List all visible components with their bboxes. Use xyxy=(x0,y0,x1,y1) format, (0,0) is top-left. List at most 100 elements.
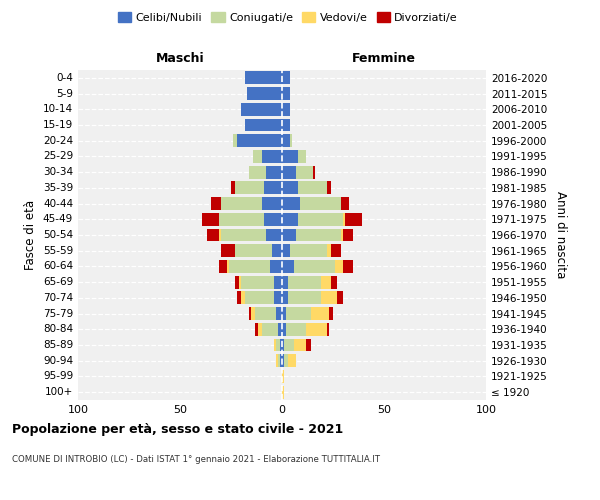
Bar xyxy=(262,197,282,210)
Bar xyxy=(343,260,353,273)
Bar xyxy=(221,228,266,241)
Bar xyxy=(282,166,296,178)
Bar xyxy=(276,354,278,367)
Bar xyxy=(245,72,282,85)
Bar xyxy=(282,292,288,304)
Bar xyxy=(282,103,290,116)
Bar xyxy=(286,323,307,336)
Bar xyxy=(284,354,288,367)
Bar xyxy=(253,150,262,163)
Bar xyxy=(250,307,251,320)
Bar xyxy=(288,354,296,367)
Text: Maschi: Maschi xyxy=(155,52,205,66)
Bar xyxy=(278,323,282,336)
Bar xyxy=(231,182,235,194)
Bar xyxy=(327,244,331,257)
Y-axis label: Fasce di età: Fasce di età xyxy=(25,200,37,270)
Bar xyxy=(282,244,290,257)
Bar xyxy=(256,307,276,320)
Bar xyxy=(278,354,280,367)
Text: COMUNE DI INTROBIO (LC) - Dati ISTAT 1° gennaio 2021 - Elaborazione TUTTITALIA.I: COMUNE DI INTROBIO (LC) - Dati ISTAT 1° … xyxy=(12,455,380,464)
Bar xyxy=(221,197,262,210)
Bar xyxy=(276,307,282,320)
Bar xyxy=(286,307,311,320)
Bar xyxy=(290,244,327,257)
Bar xyxy=(274,338,276,351)
Bar xyxy=(219,260,227,273)
Bar xyxy=(211,197,221,210)
Bar xyxy=(335,260,343,273)
Bar xyxy=(256,323,257,336)
Bar xyxy=(241,103,282,116)
Bar xyxy=(282,118,290,132)
Bar xyxy=(257,323,262,336)
Bar xyxy=(284,338,294,351)
Bar xyxy=(282,72,290,85)
Bar xyxy=(313,166,314,178)
Bar xyxy=(341,197,349,210)
Bar xyxy=(229,260,270,273)
Bar xyxy=(280,338,282,351)
Bar xyxy=(282,134,290,147)
Bar xyxy=(301,197,341,210)
Bar xyxy=(206,228,219,241)
Bar xyxy=(282,197,301,210)
Bar xyxy=(327,182,331,194)
Bar xyxy=(227,260,229,273)
Bar xyxy=(282,307,286,320)
Bar xyxy=(343,228,353,241)
Bar xyxy=(282,182,298,194)
Bar xyxy=(321,292,337,304)
Bar xyxy=(282,354,284,367)
Bar xyxy=(235,244,272,257)
Bar xyxy=(202,213,219,226)
Y-axis label: Anni di nascita: Anni di nascita xyxy=(554,192,567,278)
Bar xyxy=(266,166,282,178)
Bar xyxy=(262,323,278,336)
Bar xyxy=(337,292,343,304)
Bar xyxy=(239,276,241,288)
Bar xyxy=(235,276,239,288)
Bar xyxy=(282,276,288,288)
Bar xyxy=(274,276,282,288)
Bar xyxy=(282,260,294,273)
Bar xyxy=(329,307,333,320)
Bar xyxy=(263,182,282,194)
Bar xyxy=(237,292,241,304)
Bar xyxy=(343,213,345,226)
Bar xyxy=(294,338,307,351)
Bar xyxy=(251,307,256,320)
Bar xyxy=(262,150,282,163)
Bar xyxy=(294,260,335,273)
Bar xyxy=(280,354,282,367)
Bar xyxy=(245,118,282,132)
Bar xyxy=(298,150,307,163)
Bar xyxy=(321,276,331,288)
Bar xyxy=(270,260,282,273)
Bar xyxy=(266,228,282,241)
Bar xyxy=(282,323,286,336)
Bar xyxy=(245,292,274,304)
Bar xyxy=(250,166,266,178)
Bar xyxy=(331,276,337,288)
Bar xyxy=(272,244,282,257)
Bar xyxy=(241,292,245,304)
Bar xyxy=(296,166,313,178)
Bar xyxy=(241,276,274,288)
Bar xyxy=(282,213,298,226)
Bar xyxy=(282,370,284,383)
Bar xyxy=(282,150,298,163)
Bar xyxy=(282,338,284,351)
Bar xyxy=(282,386,284,398)
Bar xyxy=(290,134,292,147)
Bar xyxy=(331,244,341,257)
Bar xyxy=(235,182,263,194)
Bar xyxy=(298,213,343,226)
Bar xyxy=(219,228,221,241)
Bar xyxy=(341,228,343,241)
Bar xyxy=(288,276,321,288)
Bar xyxy=(327,323,329,336)
Bar xyxy=(296,228,341,241)
Bar xyxy=(282,87,290,100)
Bar xyxy=(263,213,282,226)
